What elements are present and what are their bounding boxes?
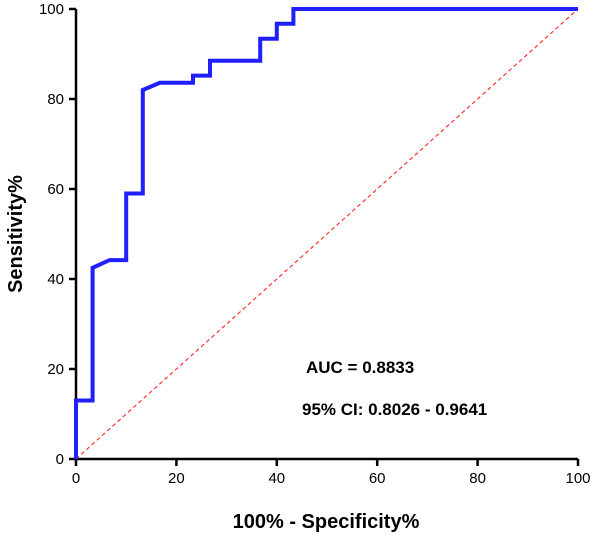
reference-diagonal-line [75,8,579,460]
x-axis-title: 100% - Specificity% [233,511,420,533]
x-tick-label: 80 [469,470,486,487]
x-tick-label: 0 [72,470,80,487]
x-tick-label: 20 [168,470,185,487]
y-tick-label: 60 [47,181,64,198]
y-axis-ticks: 0 20 40 60 80 100 [39,1,76,468]
y-tick-label: 100 [39,1,64,18]
y-tick-label: 80 [47,91,64,108]
y-axis-title: Sensitivity% [5,175,27,293]
x-tick-label: 40 [268,470,285,487]
x-axis-ticks: 0 20 40 60 80 100 [72,459,591,487]
roc-curve [74,7,578,459]
y-tick-label: 20 [47,361,64,378]
x-tick-label: 60 [369,470,386,487]
y-tick-label: 0 [56,451,64,468]
x-tick-label: 100 [565,470,590,487]
axes [74,9,578,461]
ci-annotation: 95% CI: 0.8026 - 0.9641 [302,400,487,419]
series-layer [74,7,579,460]
auc-annotation: AUC = 0.8833 [306,358,414,377]
y-tick-label: 40 [47,271,64,288]
